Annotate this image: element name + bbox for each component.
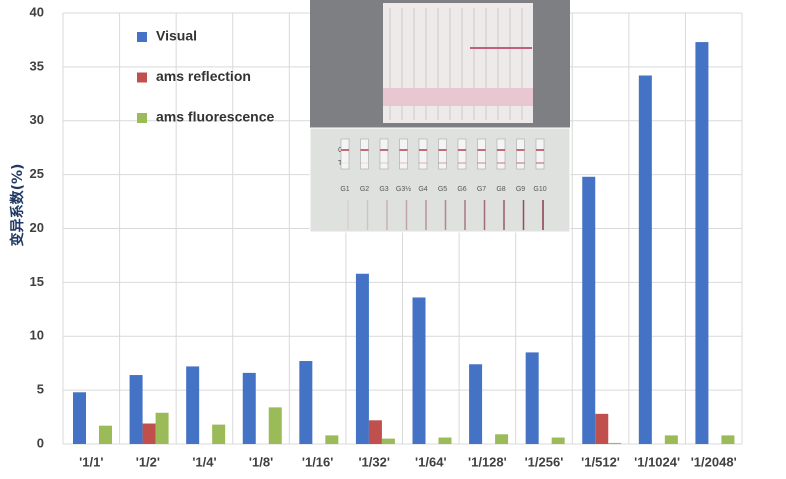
- inset-label: G2: [360, 186, 369, 193]
- y-tick-label: 10: [30, 328, 44, 343]
- bar: [551, 437, 565, 444]
- bar: [525, 352, 539, 444]
- strip-window: [496, 138, 506, 170]
- inset-label: G3½: [396, 185, 411, 193]
- strip-window: [360, 138, 369, 170]
- bar: [582, 176, 596, 444]
- inset-label: G6: [457, 186, 466, 193]
- bar: [99, 425, 112, 444]
- y-tick-label: 30: [30, 112, 44, 127]
- y-tick-label: 0: [37, 435, 44, 450]
- bar: [368, 420, 382, 444]
- y-tick-label: 40: [30, 4, 44, 19]
- bar: [186, 366, 200, 444]
- bar: [355, 273, 369, 444]
- strip-window: [516, 138, 525, 170]
- y-tick-label: 5: [37, 382, 44, 397]
- x-tick-label: '1/512': [581, 454, 620, 469]
- y-tick-label: 25: [30, 166, 44, 181]
- x-tick-label: '1/4': [192, 454, 216, 469]
- inset-label: C: [338, 147, 343, 154]
- y-axis-label: 变异系数(%): [9, 164, 26, 247]
- x-tick-label: '1/16': [302, 454, 333, 469]
- bar: [381, 438, 395, 444]
- strip-window: [535, 138, 545, 170]
- x-tick-label: '1/1024': [634, 454, 680, 469]
- legend-swatch: [137, 72, 147, 83]
- inset-label: G7: [477, 186, 486, 193]
- bar: [469, 364, 483, 444]
- x-tick-label: '1/64': [415, 454, 446, 469]
- strip-window: [340, 138, 350, 170]
- y-tick-label: 35: [30, 58, 44, 73]
- bar: [73, 392, 86, 444]
- x-tick-label: '1/32': [358, 454, 389, 469]
- bar: [721, 435, 735, 444]
- bar: [595, 413, 609, 444]
- legend-swatch: [137, 113, 147, 123]
- bar: [268, 407, 282, 444]
- legend-label: ams reflection: [156, 68, 251, 84]
- inset-label: G9: [516, 186, 525, 193]
- x-tick-label: '1/2048': [691, 454, 737, 469]
- strip-window: [418, 138, 428, 170]
- inset-label: G10: [533, 186, 546, 193]
- bar: [608, 442, 622, 444]
- inset-label: T: [338, 160, 343, 167]
- inset-label: G4: [418, 186, 427, 193]
- strip-window: [399, 138, 408, 170]
- x-tick-label: '1/128': [468, 454, 507, 469]
- bar: [155, 412, 169, 444]
- bar: [299, 361, 313, 444]
- y-tick-label: 20: [30, 220, 44, 235]
- bar: [695, 42, 709, 444]
- sample-pad: [383, 88, 533, 106]
- bar: [438, 437, 452, 444]
- strip-window: [477, 138, 486, 170]
- x-tick-label: '1/2': [136, 454, 160, 469]
- x-tick-label: '1/8': [249, 454, 273, 469]
- inset-label: G1: [340, 186, 349, 193]
- legend-swatch: [137, 32, 147, 42]
- x-tick-label: '1/1': [79, 454, 103, 469]
- legend-label: Visual: [156, 28, 197, 44]
- inset-label: G5: [438, 186, 447, 193]
- x-tick-label: '1/256': [525, 454, 564, 469]
- inset-label: G8: [496, 186, 505, 193]
- strip-window: [438, 138, 447, 170]
- bar: [495, 434, 509, 444]
- inset-label: G3: [379, 186, 388, 193]
- bar: [242, 372, 256, 444]
- bar: [664, 435, 678, 444]
- bar: [142, 423, 156, 444]
- strip-window: [379, 138, 389, 170]
- legend-label: ams fluorescence: [156, 109, 274, 125]
- bar: [638, 75, 652, 445]
- bar: [325, 435, 339, 444]
- bar: [412, 297, 426, 444]
- strip-window: [457, 138, 467, 170]
- y-tick-label: 15: [30, 274, 44, 289]
- bar: [212, 424, 226, 444]
- bar: [129, 375, 143, 444]
